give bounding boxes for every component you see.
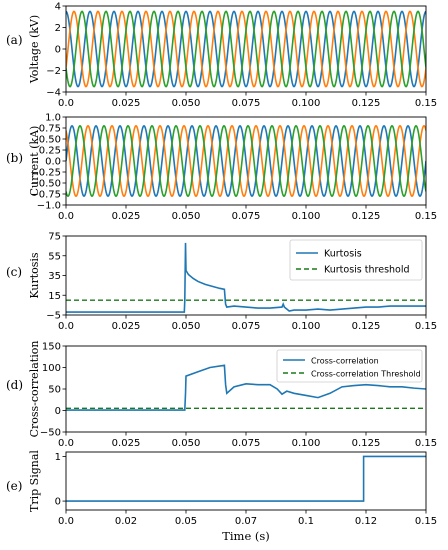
y-tick-label: 0 [55,497,61,508]
y-tick-label: 50 [48,385,61,396]
panel-c: 0.0 0.025 0.050 0.075 0.100 0.125 0.15 −5 15 35 55… [6,232,437,333]
x-tick-label: 0.050 [172,321,201,332]
series-group [66,124,426,198]
panel-b: 0.0 0.025 0.050 0.075 0.100 0.125 0.15 −1.0−0.7… [6,113,437,223]
y-tick-label: −2 [46,66,61,77]
y-tick-label: 2 [55,23,61,34]
panel-label: (c) [6,265,22,279]
panel-e: 0.0 0.02 0.05 0.07 0.1 0.12 0.15 0 1 Trip Signal T… [6,450,437,543]
phase-3-line [66,10,426,88]
x-axis-label: Time (s) [222,529,270,543]
x-tick-label: 0.125 [352,98,381,109]
phase-1-line [66,10,426,88]
y-tick-label: −0.25 [30,168,61,179]
x-tick-label: 0.125 [352,438,381,449]
phase-2-line [66,124,426,198]
x-tick-label: 0.050 [172,211,201,222]
phase-1-line [66,124,426,198]
x-tick-label: 0.100 [292,211,321,222]
y-tick-label: 0 [55,45,61,56]
legend-entry: Kurtosis [324,249,362,260]
panel-label: (a) [6,33,23,47]
x-tick-label: 0.12 [355,516,377,527]
x-tick-label: 0.050 [172,98,201,109]
x-tick-label: 0.15 [415,321,437,332]
x-tick-label: 0.125 [352,211,381,222]
x-tick-label: 0.025 [112,321,141,332]
series-group [66,10,426,88]
y-axis-label: Trip Signal [28,450,41,512]
y-tick-label: 150 [42,342,61,353]
x-tick-label: 0.025 [112,438,141,449]
x-tick-label: 0.15 [415,438,437,449]
series-group [66,242,426,313]
panel-label: (d) [6,378,23,392]
x-tick-label: 0.0 [58,438,74,449]
legend: Cross-correlation Cross-correlation Thres… [276,349,423,383]
y-tick-label: 0.75 [39,124,61,135]
x-tick-label: 0.0 [58,321,74,332]
y-tick-label: −1.0 [37,201,61,212]
phase-1-line [66,455,426,502]
x-tick-label: 0.1 [298,516,314,527]
x-tick-label: 0.15 [415,516,437,527]
y-tick-label: 4 [55,2,61,13]
panel-d: 0.0 0.025 0.050 0.075 0.100 0.125 0.15 −50 0 50 10… [6,341,437,449]
y-tick-label: 1.0 [45,113,61,124]
y-tick-label: −0.75 [30,190,61,201]
legend-entry: Cross-correlation [311,357,379,366]
y-tick-label: 0.0 [45,157,61,168]
x-tick-label: 0.0 [58,516,74,527]
x-tick-label: 0.100 [292,321,321,332]
y-tick-label: 35 [48,271,61,282]
cross-correlation-line [66,364,426,411]
y-tick-label: 15 [48,291,61,302]
phase-3-line [66,124,426,198]
x-tick-label: 0.125 [352,321,381,332]
y-tick-label: 1 [55,452,61,463]
y-axis-label: Kurtosis [28,252,41,299]
y-tick-label: 0 [55,406,61,417]
y-axis-label: Voltage (kV) [28,15,41,84]
x-tick-label: 0.15 [415,98,437,109]
x-tick-label: 0.075 [232,98,261,109]
legend-entry: Kurtosis threshold [324,265,410,276]
x-tick-label: 0.15 [415,211,437,222]
x-tick-label: 0.02 [115,516,137,527]
x-tick-label: 0.075 [232,211,261,222]
y-tick-label: −4 [46,88,61,99]
x-tick-label: 0.075 [232,438,261,449]
panel-a: 0.0 0.025 0.050 0.075 0.100 0.125 0.15 −4 −2 0 2 4 V… [6,2,437,110]
panel-label: (e) [6,479,22,493]
y-tick-label: −0.50 [30,179,61,190]
x-tick-label: 0.07 [235,516,257,527]
y-tick-label: 0.25 [39,146,61,157]
kurtosis-line [66,242,426,313]
y-axis-label: Current (kA) [28,126,41,197]
y-tick-label: 55 [48,251,61,262]
x-tick-label: 0.025 [112,211,141,222]
y-axis-label: Cross-correlation [28,341,41,438]
panel-label: (b) [6,151,23,165]
x-tick-label: 0.075 [232,321,261,332]
x-tick-label: 0.05 [175,516,197,527]
y-tick-label: 75 [48,232,61,243]
x-tick-label: 0.025 [112,98,141,109]
y-tick-label: −50 [40,428,61,439]
series-group [66,364,426,411]
legend-box [276,349,423,383]
x-tick-label: 0.100 [292,438,321,449]
legend: Kurtosis Kurtosis threshold [289,239,423,281]
legend-box [289,239,423,281]
x-tick-label: 0.100 [292,98,321,109]
series-group [66,455,426,502]
x-tick-label: 0.0 [58,98,74,109]
y-tick-label: 0.50 [39,135,61,146]
legend-entry: Cross-correlation Threshold [311,370,421,379]
x-tick-label: 0.0 [58,211,74,222]
y-tick-label: 100 [42,363,61,374]
y-tick-label: −5 [46,311,61,322]
x-tick-label: 0.050 [172,438,201,449]
